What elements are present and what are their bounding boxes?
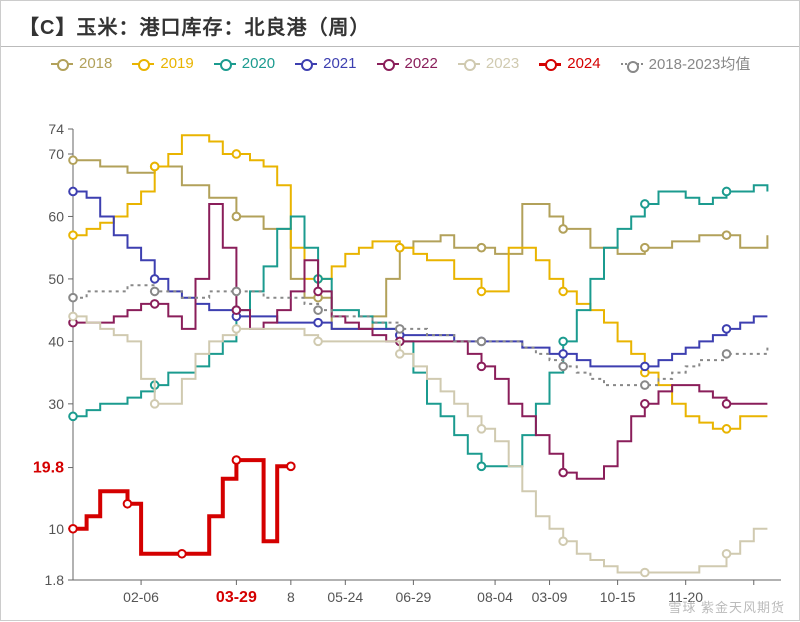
legend-label: 2021 (323, 55, 356, 72)
svg-text:03-09: 03-09 (532, 589, 568, 605)
chart-container: 【C】玉米：港口库存：北良港（周） 2018 2019 2020 2021 20… (0, 0, 800, 621)
legend-label: 2023 (486, 55, 519, 72)
legend-label: 2018-2023均值 (649, 53, 751, 74)
chart-title: 【C】玉米：港口库存：北良港（周） (19, 17, 370, 39)
svg-text:10: 10 (48, 521, 64, 537)
legend-item-2020[interactable]: 2020 (214, 53, 275, 74)
svg-text:10-15: 10-15 (600, 589, 636, 605)
legend-item-mean[interactable]: 2018-2023均值 (621, 53, 751, 74)
legend-label: 2020 (242, 55, 275, 72)
svg-text:03-29: 03-29 (216, 589, 257, 606)
svg-text:8: 8 (287, 589, 295, 605)
watermark: 雪球 紫金天风期货 (668, 597, 785, 616)
legend-item-2023[interactable]: 2023 (458, 53, 519, 74)
svg-text:30: 30 (48, 396, 64, 412)
svg-text:40: 40 (48, 333, 64, 349)
legend-item-2018[interactable]: 2018 (51, 53, 112, 74)
svg-text:70: 70 (48, 146, 64, 162)
legend-item-2022[interactable]: 2022 (377, 53, 438, 74)
legend-item-2024[interactable]: 2024 (539, 53, 600, 74)
legend-label: 2022 (405, 55, 438, 72)
svg-text:60: 60 (48, 208, 64, 224)
svg-text:1.8: 1.8 (45, 572, 65, 588)
title-bar: 【C】玉米：港口库存：北良港（周） (1, 1, 799, 47)
svg-text:50: 50 (48, 271, 64, 287)
svg-text:05-24: 05-24 (327, 589, 363, 605)
legend-item-2021[interactable]: 2021 (295, 53, 356, 74)
svg-text:06-29: 06-29 (395, 589, 431, 605)
svg-text:19.8: 19.8 (33, 460, 64, 477)
svg-text:02-06: 02-06 (123, 589, 159, 605)
chart-svg: 1.8 10 19.8 30 40 50 60 70 74 02-06 03-29 8 05-24 06-… (1, 119, 800, 622)
legend-label: 2018 (79, 55, 112, 72)
legend-item-2019[interactable]: 2019 (132, 53, 193, 74)
svg-text:08-04: 08-04 (477, 589, 513, 605)
legend-label: 2019 (160, 55, 193, 72)
plot-area: 1.8 10 19.8 30 40 50 60 70 74 02-06 03-29 8 05-24 06-… (1, 119, 799, 620)
svg-text:74: 74 (48, 121, 64, 137)
legend-label: 2024 (567, 55, 600, 72)
legend: 2018 2019 2020 2021 2022 2023 2024 2018-… (1, 47, 799, 76)
